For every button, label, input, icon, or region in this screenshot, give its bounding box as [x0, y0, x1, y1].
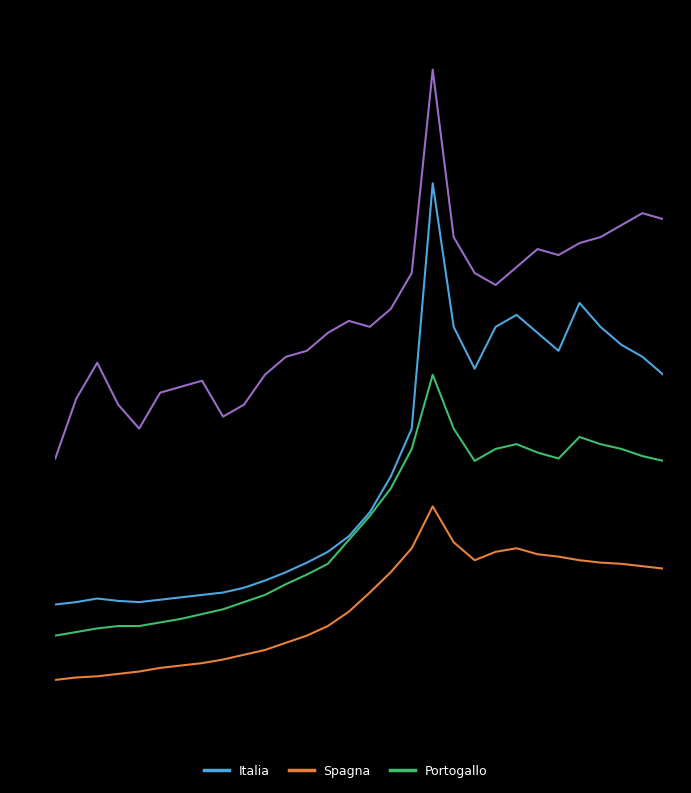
- Legend: Italia, Spagna, Portogallo: Italia, Spagna, Portogallo: [199, 760, 492, 783]
